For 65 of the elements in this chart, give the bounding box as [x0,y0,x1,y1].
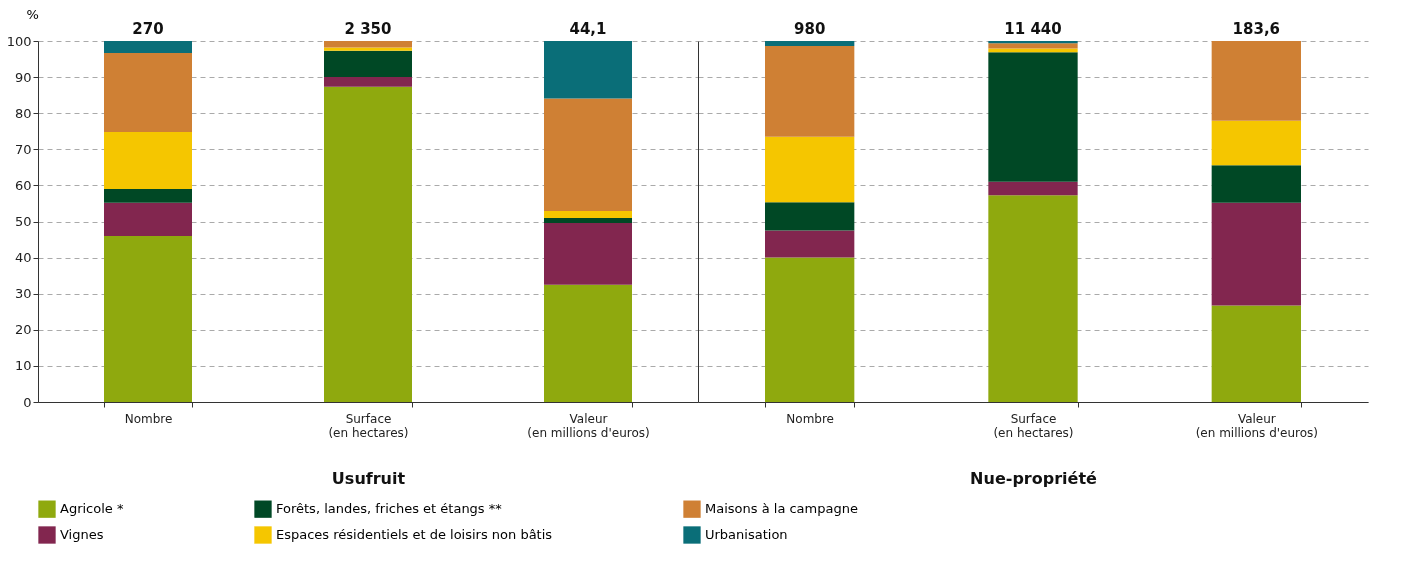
x-tick-label: Surface (en hectares) [328,411,409,440]
x-tick-label: Valeur (en millions d'euros) [1195,411,1319,440]
y-tick-label: 20 [14,322,32,338]
bar [544,211,632,218]
bar [765,202,855,231]
bar [104,189,192,203]
legend-label: Maisons à la campagne [705,501,858,517]
y-tick-label: 80 [14,105,32,121]
y-tick-label: 100 [6,33,32,49]
annotation: 44,1 [569,20,607,38]
bar [988,181,1078,196]
annotation: 980 [794,20,826,38]
bar [544,222,632,285]
bar [324,77,412,87]
y-tick-label: 0 [23,394,32,410]
y-axis-title: % [26,6,39,22]
bar [324,47,412,51]
bar [324,86,412,402]
bar [765,41,855,47]
x-tick-label: Nombre [124,411,173,426]
x-tick-label: Nombre [786,411,835,426]
bar [988,43,1078,49]
bar [1211,41,1301,121]
bar [988,195,1078,402]
y-tick-label: 60 [14,177,32,193]
legend-label: Forêts, landes, friches et étangs ** [276,501,503,517]
bar [104,235,192,402]
bar [988,52,1078,182]
annotation: 2 350 [344,20,392,38]
x-axis-title: Nue-propriété [970,468,1098,488]
bar [1211,202,1301,306]
bar [104,41,192,53]
bar [104,131,192,190]
y-tick-label: 40 [14,250,32,266]
annotation: 270 [132,20,164,38]
y-tick-label: 50 [14,214,32,229]
bar [765,230,855,258]
bar [1211,165,1301,203]
y-tick-label: 10 [14,358,32,374]
y-tick-label: 30 [14,286,32,302]
annotation: 11 440 [1004,20,1062,38]
bar [988,41,1078,44]
bar [544,41,632,99]
x-axis-title: Usufruit [331,468,406,488]
annotation: 183,6 [1232,20,1281,38]
bar [765,136,855,203]
bar [544,284,632,402]
legend-label: Vignes [60,527,104,542]
bar [1211,120,1301,166]
x-tick-label: Surface (en hectares) [993,411,1074,440]
legend-label: Agricole * [60,501,124,517]
y-tick-label: 90 [14,69,32,85]
bar [544,98,632,212]
legend-label: Espaces résidentiels et de loisirs non bâtis [276,527,553,542]
x-tick-label: Valeur (en millions d'euros) [527,411,650,440]
y-tick-label: 70 [14,141,32,157]
legend-label: Urbanisation [705,527,788,542]
bar [324,41,412,48]
bar [1211,305,1301,402]
bar [104,52,192,132]
bar [765,257,855,402]
bar [324,50,412,78]
bar [544,217,632,223]
bar [104,202,192,236]
bar [765,46,855,137]
